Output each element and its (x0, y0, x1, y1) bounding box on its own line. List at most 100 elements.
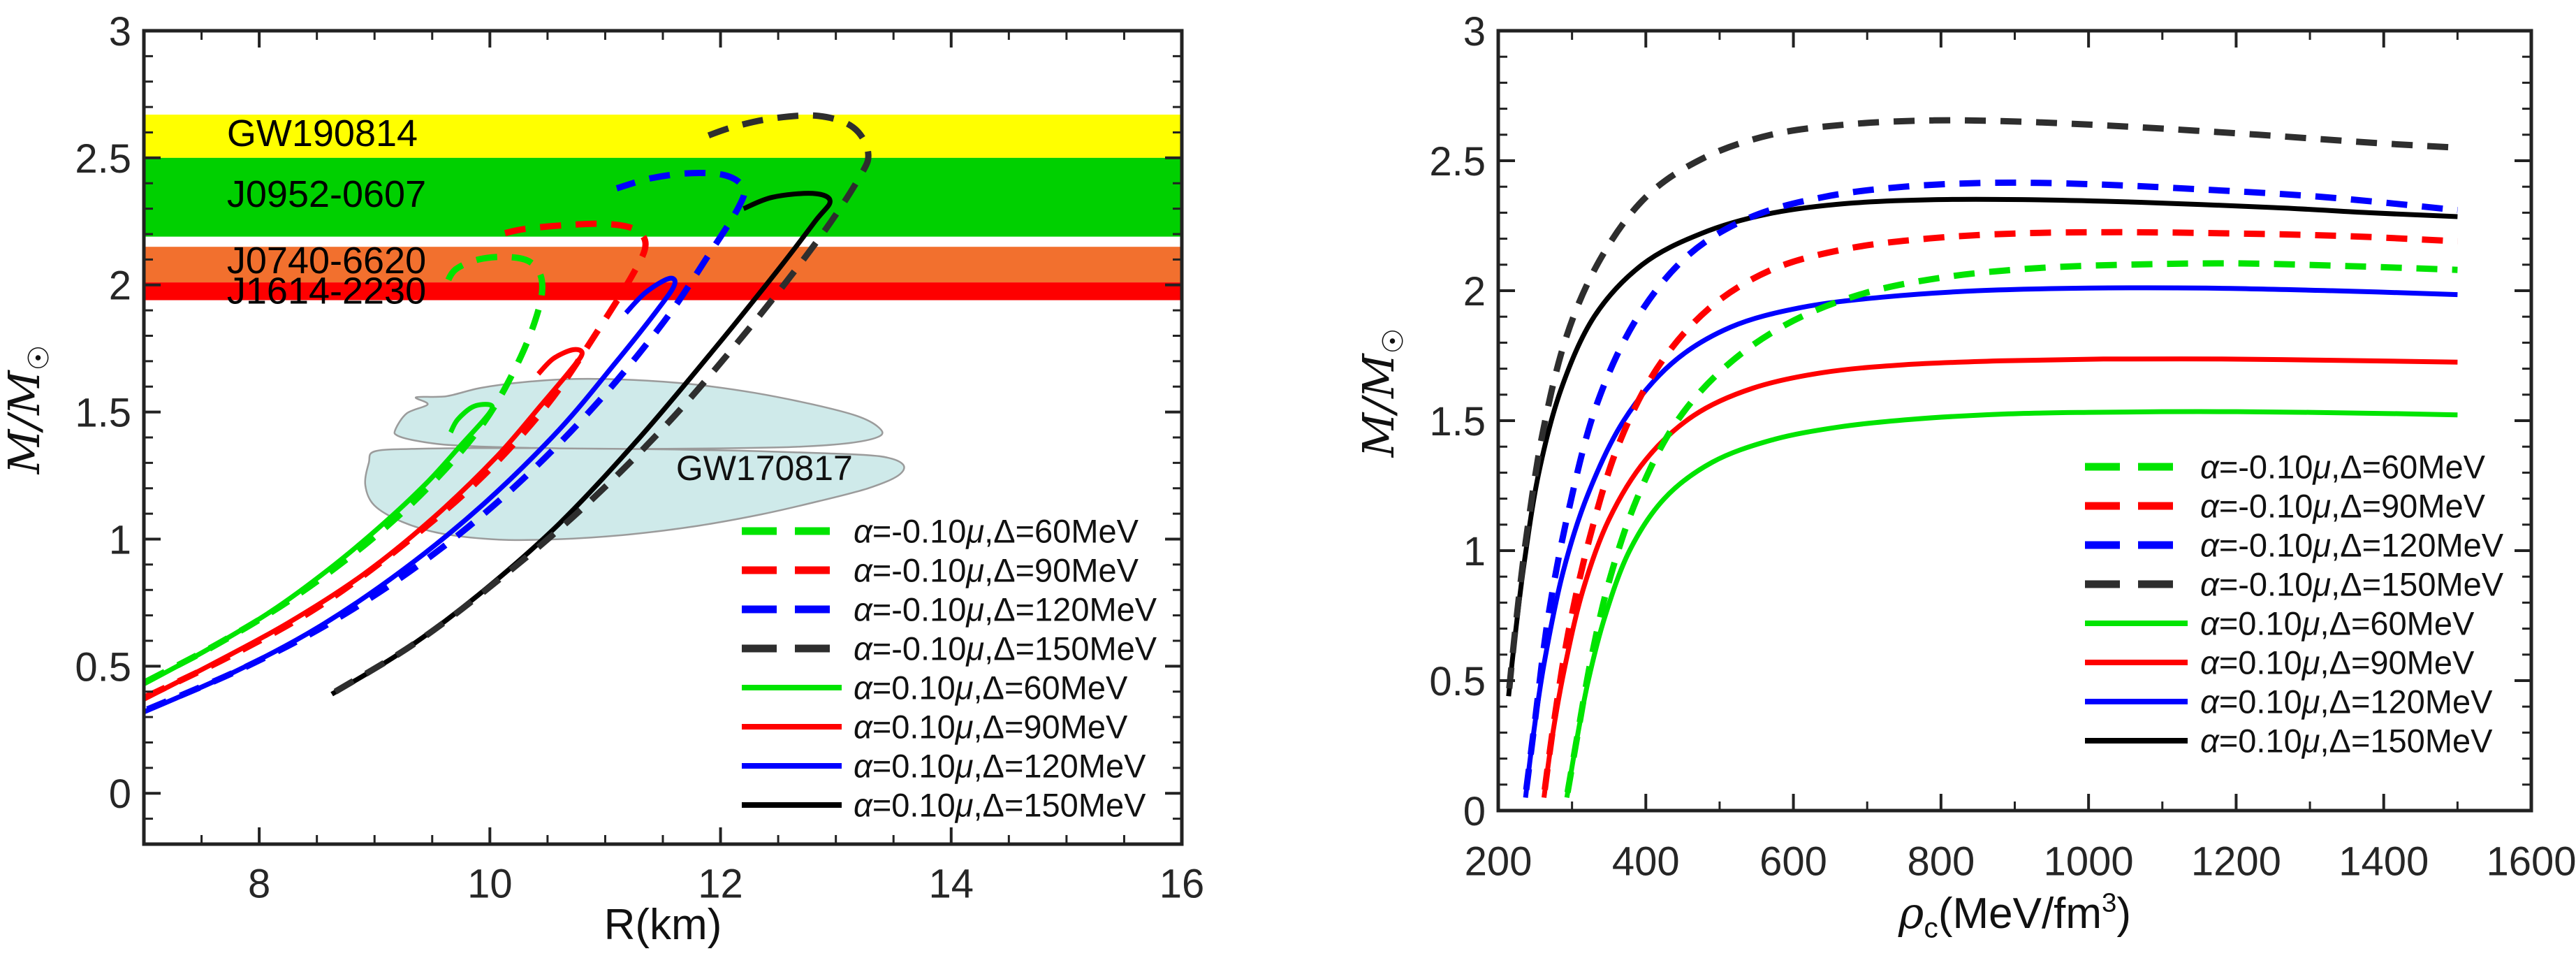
label-fragment: ,Δ=90MeV (974, 708, 1128, 745)
legend-entry: α=-0.10μ,Δ=150MeV (742, 630, 1157, 667)
label-fragment: ☉ (22, 345, 56, 371)
y-axis-label: M/M☉​ (0, 345, 56, 475)
label-fragment: α (854, 708, 873, 745)
label-fragment: =-0.10 (872, 551, 967, 588)
label-fragment: (MeV/fm (1938, 890, 2102, 938)
curve-dashed-neg-120 (146, 170, 748, 713)
label-fragment: μ (965, 630, 984, 667)
label-fragment: =0.10 (872, 786, 956, 823)
legend-label: α=-0.10μ,Δ=60MeV (2200, 448, 2486, 485)
label-fragment: M/M (1353, 353, 1404, 458)
label-fragment: α (854, 590, 873, 628)
legend-entry: α=-0.10μ,Δ=90MeV (742, 551, 1139, 588)
y-tick-label: 1.5 (1429, 399, 1486, 444)
band-gw190814 (144, 115, 1182, 158)
x-tick-label: 12 (698, 861, 743, 906)
label-fragment: =0.10 (872, 747, 956, 784)
label-fragment: =-0.10 (872, 630, 967, 667)
legend-label: α=0.10μ,Δ=90MeV (854, 708, 1128, 745)
y-tick-label: 2 (1463, 269, 1486, 314)
band-label-j0952-0607: J0952-0607 (227, 173, 426, 215)
label-fragment: ,Δ=60MeV (2320, 604, 2475, 641)
label-fragment: =-0.10 (872, 512, 967, 549)
x-axis-label: R(km) (604, 901, 722, 949)
y-tick-label: 1.5 (75, 391, 131, 436)
curve-dashed-neg-60 (145, 254, 546, 685)
legend-entry: α=-0.10μ,Δ=90MeV (2085, 487, 2486, 524)
label-fragment: α (854, 747, 873, 784)
band-label-gw190814: GW190814 (227, 113, 418, 154)
label-fragment: μ (2301, 683, 2320, 720)
label-fragment: μ (955, 786, 974, 823)
x-axis-label: ρc​(MeV/fm3​) (1898, 887, 2131, 944)
label-fragment: μ (955, 747, 974, 784)
panel-mass-density: 200 400 600 800 1000 1200 1400 1600 0 0.5 1 1.5 2 2.5… (1353, 9, 2576, 944)
legend-label: α=-0.10μ,Δ=150MeV (854, 630, 1157, 667)
label-fragment: α (854, 551, 873, 588)
label-fragment: μ (2312, 526, 2331, 563)
legend: α=-0.10μ,Δ=60MeVα=-0.10μ,Δ=90MeVα=-0.10μ… (2085, 448, 2504, 759)
label-fragment: =-0.10 (872, 590, 967, 628)
label-fragment: α (854, 669, 873, 706)
label-fragment: ) (2116, 890, 2131, 938)
label-fragment: ,Δ=120MeV (984, 590, 1157, 628)
label-fragment: ,Δ=90MeV (984, 551, 1139, 588)
label-fragment: ,Δ=90MeV (2320, 644, 2475, 681)
legend-label: α=-0.10μ,Δ=120MeV (2200, 526, 2504, 563)
label-fragment: =-0.10 (2219, 565, 2313, 602)
label-fragment: α (2200, 565, 2220, 602)
legend-label: α=0.10μ,Δ=60MeV (854, 669, 1128, 706)
x-tick-label: 8 (248, 861, 270, 906)
label-fragment: ,Δ=120MeV (2320, 683, 2494, 720)
x-tick-label: 10 (467, 861, 513, 906)
band-j0952-0607 (144, 157, 1182, 237)
label-fragment: μ (955, 708, 974, 745)
legend-entry: α=0.10μ,Δ=60MeV (742, 669, 1128, 706)
label-fragment: μ (2312, 448, 2331, 485)
panel-mass-radius: GW170817 GW190814 J0952-0607 J0740-6620J161… (0, 9, 1204, 949)
y-tick-label: 0.5 (75, 644, 131, 690)
label-fragment: μ (2301, 644, 2320, 681)
label-fragment: α (2200, 644, 2220, 681)
y-tick-label: 2.5 (75, 136, 131, 182)
y-tick-label: 3 (109, 9, 131, 55)
x-tick-label: 400 (1612, 839, 1680, 884)
x-tick-label: 600 (1759, 839, 1827, 884)
band-label-j0740-6620: J0740-6620 (227, 240, 426, 282)
label-fragment: =0.10 (2219, 644, 2302, 681)
legend-label: α=-0.10μ,Δ=120MeV (854, 590, 1157, 628)
label-fragment: =-0.10 (2219, 448, 2313, 485)
y-tick-label: 0 (1463, 789, 1486, 834)
label-fragment: ρ (1898, 887, 1924, 938)
curve-solid-pos-120 (1523, 285, 2458, 798)
y-tick-label: 2 (109, 263, 131, 309)
label-fragment: =0.10 (2219, 683, 2302, 720)
label-fragment: ,Δ=90MeV (2331, 487, 2485, 524)
y-tick-label: 2.5 (1429, 139, 1486, 184)
legend-label: α=-0.10μ,Δ=90MeV (854, 551, 1139, 588)
y-tick-label: 0 (109, 771, 131, 817)
legend-label: α=0.10μ,Δ=90MeV (2200, 644, 2475, 681)
label-fragment: R(km) (604, 901, 722, 949)
label-fragment: μ (2312, 565, 2331, 602)
x-tick-label: 14 (929, 861, 974, 906)
label-fragment: ,Δ=150MeV (984, 630, 1157, 667)
x-tick-label: 1400 (2339, 839, 2429, 884)
legend-entry: α=-0.10μ,Δ=60MeV (742, 512, 1139, 549)
legend-entry: α=0.10μ,Δ=120MeV (2085, 683, 2493, 720)
label-fragment: α (2200, 487, 2220, 524)
legend-entry: α=0.10μ,Δ=120MeV (742, 747, 1146, 784)
label-fragment: ,Δ=150MeV (974, 786, 1147, 823)
legend-label: α=0.10μ,Δ=120MeV (2200, 683, 2493, 720)
ticks (1497, 29, 2533, 812)
legend-entry: α=-0.10μ,Δ=120MeV (2085, 526, 2504, 563)
curve-dashed-neg-120 (1523, 179, 2458, 790)
label-fragment: ,Δ=60MeV (2331, 448, 2485, 485)
curve-dashed-neg-60 (1564, 260, 2458, 793)
legend-label: α=0.10μ,Δ=150MeV (854, 786, 1146, 823)
legend-entry: α=0.10μ,Δ=150MeV (2085, 722, 2493, 759)
label-fragment: α (854, 512, 873, 549)
ticks (142, 29, 1183, 846)
